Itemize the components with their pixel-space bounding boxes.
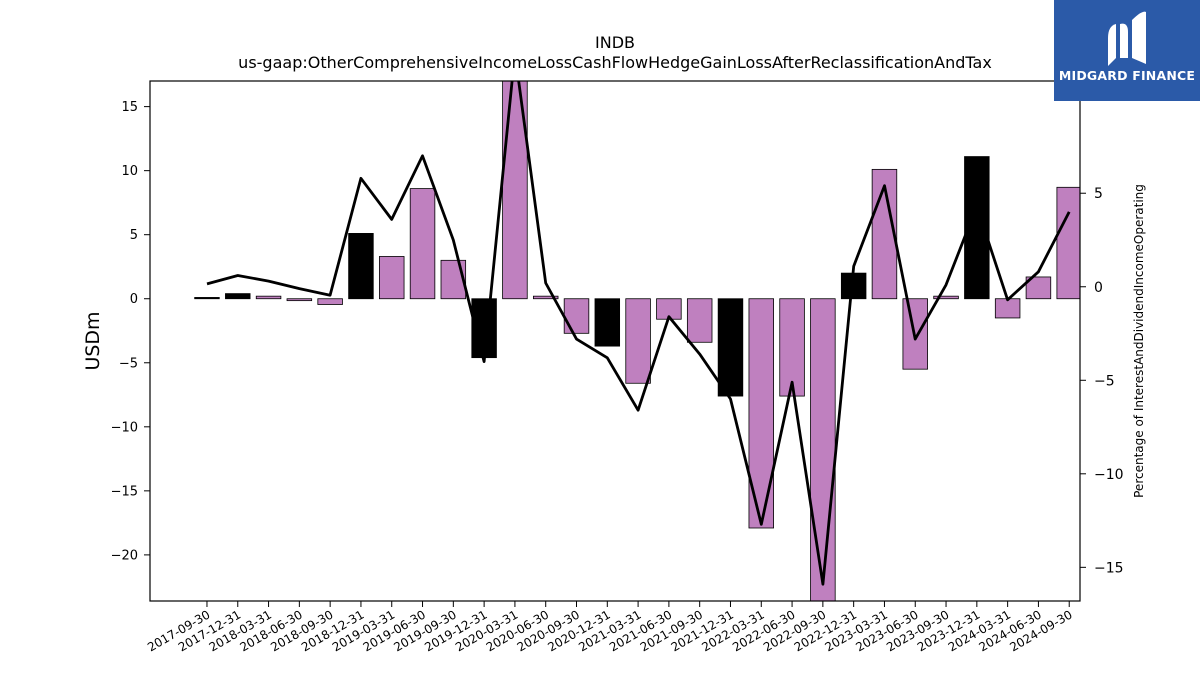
y2-tick-label: −10 <box>1094 467 1124 483</box>
line-series <box>206 81 1071 586</box>
bar-2024-06-30 <box>1025 276 1052 300</box>
left-y-axis: 15 10 5 0 −5 −10 −15 −20 <box>111 100 150 563</box>
y-tick-label: −15 <box>111 484 138 499</box>
y-tick-label: −20 <box>111 548 138 563</box>
y-tick-label: 15 <box>121 100 138 115</box>
brand-name: MIDGARD FINANCE <box>1058 68 1196 83</box>
x-axis: 2017-09-302017-12-312018-03-312018-06-30… <box>145 601 1075 654</box>
plot-frame <box>149 80 1081 602</box>
ratio-line <box>206 81 1071 586</box>
midgard-logo-icon <box>1108 11 1146 66</box>
y-tick-label: −10 <box>111 420 138 435</box>
bar-2019-09-30 <box>440 259 467 300</box>
bar-2018-06-30 <box>286 298 313 302</box>
bar-2023-09-30 <box>933 295 959 300</box>
bar-2020-12-31 <box>594 298 621 347</box>
y2-tick-label: −5 <box>1094 373 1115 389</box>
y-tick-label: 0 <box>130 292 138 307</box>
y2-axis-label: Percentage of InterestAndDividendIncomeO… <box>1132 184 1146 498</box>
bar-2021-09-30 <box>686 298 713 343</box>
bar-2019-06-30 <box>409 188 436 300</box>
bar-2022-06-30 <box>779 298 805 397</box>
y-tick-label: 5 <box>130 228 138 243</box>
bar-2024-03-31 <box>994 298 1021 319</box>
y-tick-label: −5 <box>119 356 138 371</box>
y2-tick-label: 0 <box>1094 280 1103 296</box>
bar-2018-12-31 <box>348 233 374 300</box>
bar-2017-12-31 <box>225 293 251 300</box>
brand-logo: MIDGARD FINANCE <box>1054 0 1200 101</box>
y-axis-label: USDm <box>82 311 104 370</box>
bar-2020-06-30 <box>532 295 559 300</box>
y2-tick-label: −15 <box>1094 560 1124 576</box>
bar-2021-03-31 <box>625 298 651 384</box>
bar-2024-09-30 <box>1056 186 1080 300</box>
bar-2022-09-30 <box>810 298 836 601</box>
bar-2020-09-30 <box>563 298 590 334</box>
y2-tick-label: 5 <box>1094 186 1103 202</box>
bar-2018-09-30 <box>317 298 343 305</box>
right-y-axis: 5 0 −5 −10 −15 <box>1080 186 1124 576</box>
bar-series <box>194 81 1080 601</box>
chart-subtitle: us-gaap:OtherComprehensiveIncomeLossCash… <box>238 53 992 72</box>
y-tick-label: 10 <box>121 164 138 179</box>
chart-title: INDB <box>595 33 635 52</box>
bar-2018-03-31 <box>255 295 282 300</box>
bar-2017-09-30 <box>194 297 220 300</box>
bar-2021-12-31 <box>717 298 744 397</box>
bar-2019-03-31 <box>379 256 405 300</box>
